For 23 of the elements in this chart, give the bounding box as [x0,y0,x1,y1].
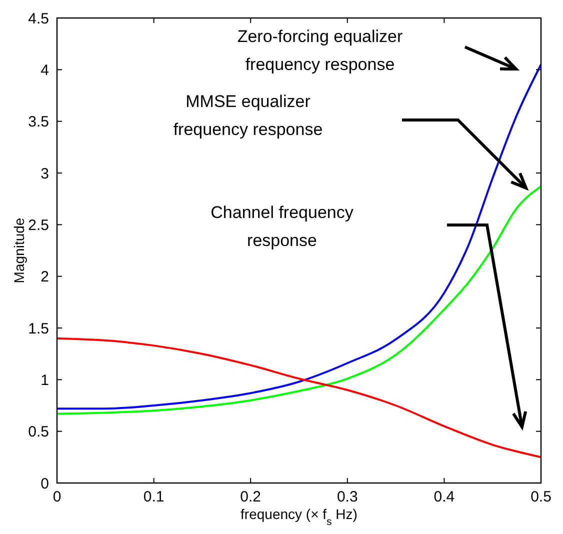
y-tick-label: 2 [40,268,49,286]
y-tick-label: 4.5 [28,10,49,28]
y-tick-label: 0.5 [28,424,49,441]
x-tick-label: 0.5 [530,488,552,506]
x-tick-label: 0 [52,488,62,506]
x-tick-label: 0.2 [240,488,262,506]
y-tick-label: 3 [40,165,49,182]
x-tick-label: 0.3 [336,488,358,506]
y-tick-label: 4 [40,62,49,79]
annotation: Zero-forcing equalizer frequency response [237,27,404,74]
annotation: Channel frequency response [210,203,354,250]
x-tick-label: 0.1 [143,488,164,506]
line-series [57,185,541,415]
y-tick-label: 3.5 [28,114,49,131]
x-tick-label: 0.4 [434,488,455,506]
x-axis-title: frequency (× f$_{s}$ Hz) [240,506,358,528]
y-tick-label: 1.5 [28,320,49,338]
y-tick-label: 1 [40,372,49,389]
annotation: MMSE equalizer frequency response [173,92,323,139]
y-tick-label: 0 [40,475,49,492]
y-tick-label: 2.5 [28,216,49,234]
y-axis-title: Magnitude [10,218,27,284]
line-series [57,337,541,458]
